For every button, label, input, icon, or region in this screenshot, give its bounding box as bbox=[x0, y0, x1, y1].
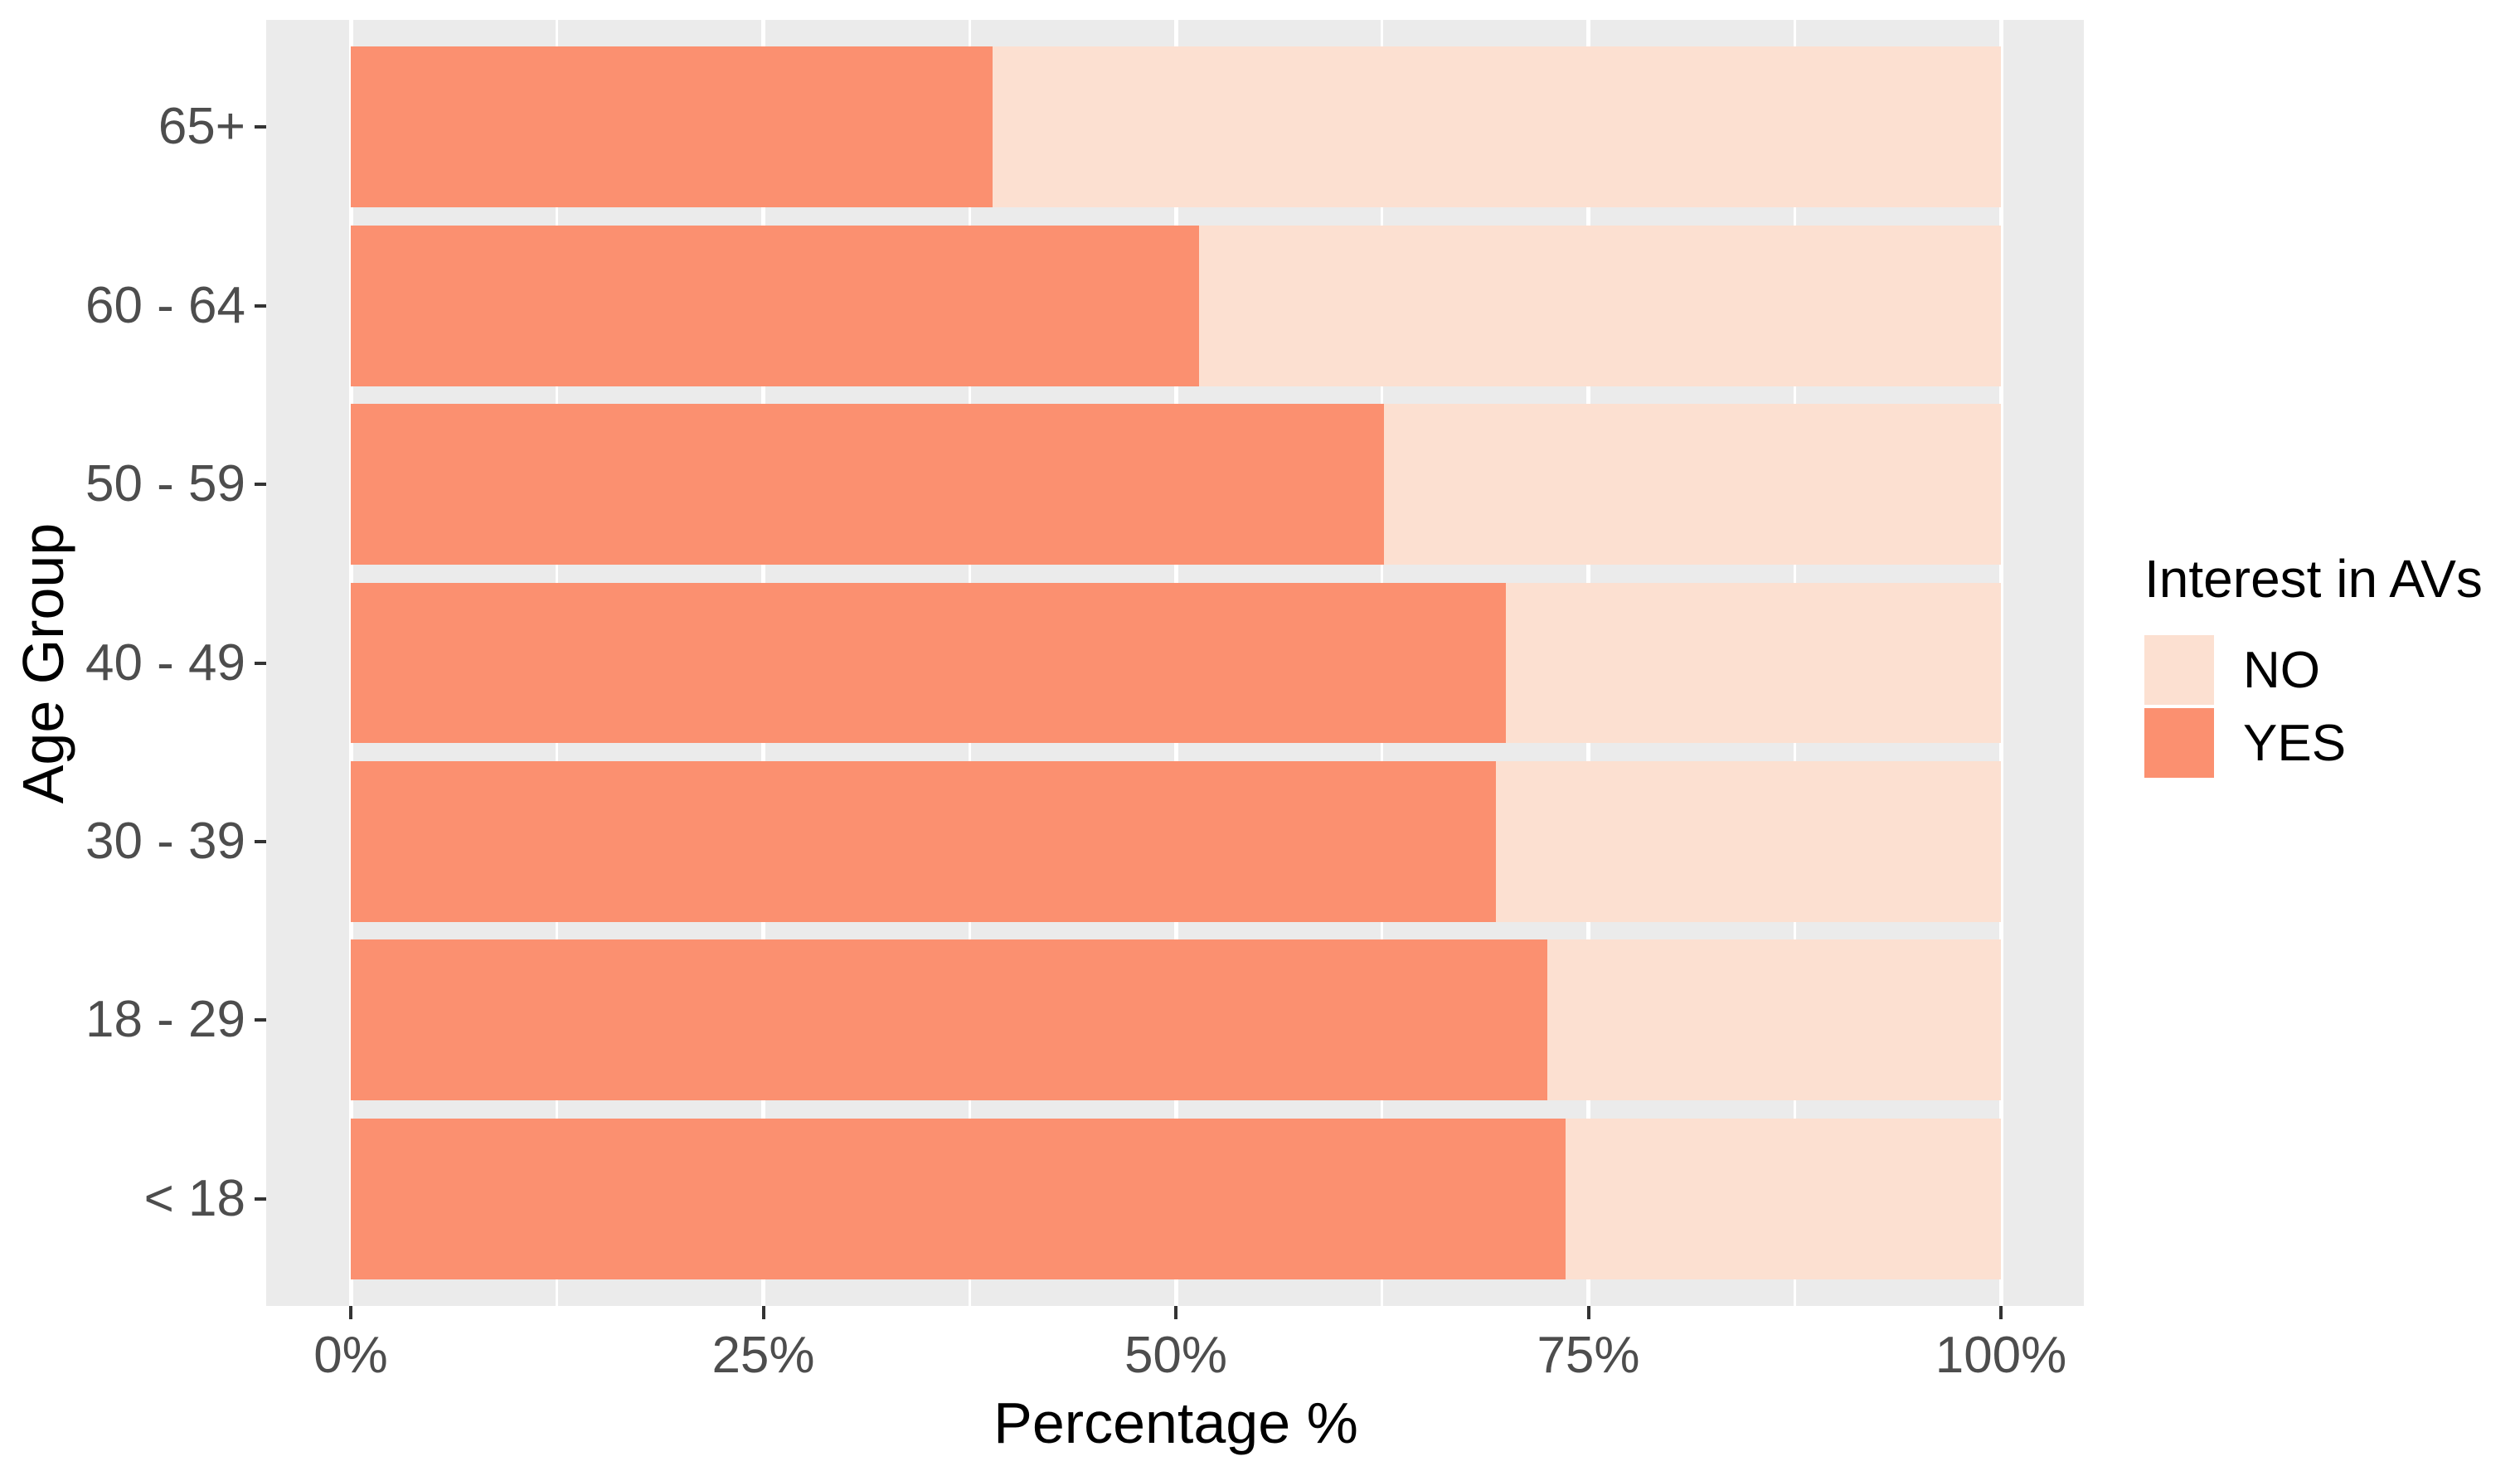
bar-row-2 bbox=[351, 225, 2001, 386]
x-axis-title: Percentage % bbox=[993, 1391, 1358, 1455]
y-axis-tick-label: < 18 bbox=[143, 1169, 245, 1227]
x-axis-tick-label: 75% bbox=[1537, 1327, 1640, 1384]
bar-row-1 bbox=[351, 46, 2001, 208]
bar-segment-yes bbox=[351, 404, 1384, 566]
bar-segment-yes bbox=[351, 225, 1199, 386]
bar-segment-no bbox=[1383, 404, 2001, 566]
legend-item-no: NO bbox=[2144, 635, 2483, 705]
bar-segment-no bbox=[1198, 225, 2001, 386]
bar-segment-yes bbox=[351, 46, 993, 208]
bar-segment-no bbox=[993, 46, 2001, 208]
y-axis-title: Age Group bbox=[11, 522, 75, 804]
y-axis-tick-label: 18 - 29 bbox=[85, 991, 245, 1049]
x-axis-tick-label: 25% bbox=[711, 1327, 815, 1384]
gridline-major-100 bbox=[1998, 20, 2003, 1306]
bar-segment-yes bbox=[351, 1118, 1566, 1279]
bar-row-6 bbox=[351, 939, 2001, 1101]
y-axis-tick bbox=[255, 1018, 266, 1022]
bar-row-7 bbox=[351, 1118, 2001, 1279]
legend-key-swatch bbox=[2144, 708, 2214, 778]
x-axis-tick-label: 50% bbox=[1124, 1327, 1228, 1384]
bar-segment-no bbox=[1546, 939, 2001, 1101]
x-axis-tick bbox=[1999, 1306, 2003, 1319]
legend-items: NO YES bbox=[2144, 635, 2483, 778]
legend-title: Interest in AVs bbox=[2144, 549, 2483, 609]
bar-segment-no bbox=[1565, 1118, 2001, 1279]
x-axis-tick bbox=[349, 1306, 352, 1319]
legend-key-swatch bbox=[2144, 635, 2214, 705]
y-axis-tick-label: 30 - 39 bbox=[85, 812, 245, 870]
y-axis-tick bbox=[255, 125, 266, 129]
y-axis-tick bbox=[255, 839, 266, 843]
legend-item-yes: YES bbox=[2144, 708, 2483, 778]
bar-segment-yes bbox=[351, 760, 1497, 922]
legend-item-label: NO bbox=[2243, 641, 2320, 699]
y-axis-tick bbox=[255, 483, 266, 487]
x-axis-tick-label: 0% bbox=[313, 1327, 388, 1384]
bar-row-5 bbox=[351, 760, 2001, 922]
legend-item-label: YES bbox=[2243, 714, 2347, 772]
x-axis-tick bbox=[1586, 1306, 1590, 1319]
y-axis-tick-label: 40 - 49 bbox=[85, 633, 245, 692]
x-axis-tick bbox=[761, 1306, 765, 1319]
plot-panel bbox=[266, 20, 2084, 1306]
bar-segment-yes bbox=[351, 939, 1547, 1101]
y-axis-tick bbox=[255, 303, 266, 308]
bar-row-4 bbox=[351, 582, 2001, 744]
y-axis-tick-label: 50 - 59 bbox=[85, 455, 245, 513]
x-axis-tick-label: 100% bbox=[1935, 1327, 2067, 1384]
bar-segment-yes bbox=[351, 582, 1506, 744]
x-axis-tick bbox=[1174, 1306, 1177, 1319]
y-axis-tick bbox=[255, 1197, 266, 1201]
bar-segment-no bbox=[1496, 760, 2001, 922]
bar-row-3 bbox=[351, 404, 2001, 566]
y-axis-tick bbox=[255, 661, 266, 665]
y-axis-tick-label: 60 - 64 bbox=[85, 276, 245, 334]
y-axis-tick-label: 65+ bbox=[158, 98, 245, 156]
bar-segment-no bbox=[1506, 582, 2001, 744]
legend: Interest in AVs NO YES bbox=[2144, 551, 2483, 781]
